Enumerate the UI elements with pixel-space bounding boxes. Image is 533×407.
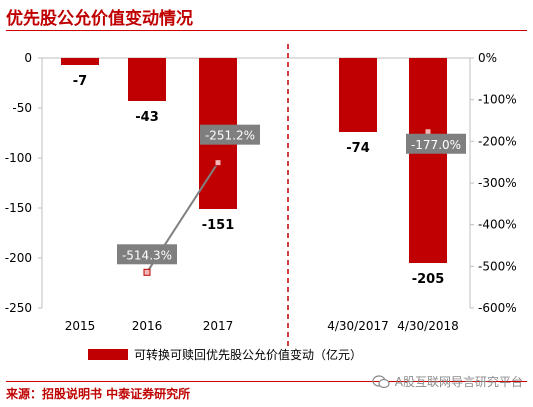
right-axis-tick-label: 0% <box>478 51 497 65</box>
percent-label: -177.0% <box>411 138 461 152</box>
percent-label-box <box>406 133 466 154</box>
bar-value-label: -151 <box>202 218 235 233</box>
right-axis-tick-label: -200% <box>478 134 517 148</box>
x-tick-label: 2015 <box>65 319 96 333</box>
x-tick-label: 2017 <box>203 319 234 333</box>
x-tick-label: 4/30/2018 <box>397 319 459 333</box>
wechat-icon <box>372 374 390 388</box>
legend-swatch <box>88 349 128 360</box>
x-tick-label: 2016 <box>132 319 163 333</box>
bar-value-label: -74 <box>346 141 370 156</box>
right-axis-tick-label: -500% <box>478 259 517 273</box>
watermark: A股互联网导言研究平台 <box>372 373 523 390</box>
percent-label: -514.3% <box>122 248 172 262</box>
legend-label: 可转换可赎回优先股公允价值变动（亿元） <box>134 347 362 362</box>
percent-label-box <box>117 244 177 265</box>
bar <box>339 58 377 132</box>
right-axis-tick-label: -100% <box>478 93 517 107</box>
source-note: 来源：招股说明书 中泰证券研究所 <box>6 387 191 401</box>
bar <box>128 58 166 101</box>
right-axis-tick-label: -300% <box>478 176 517 190</box>
left-axis-tick-label: -150 <box>5 201 32 215</box>
title-underline <box>6 30 527 31</box>
bar-value-label: -7 <box>73 74 87 89</box>
percent-marker <box>143 268 151 276</box>
chart-canvas: 0 -50 -100 -150 -200 -250 0% -100% -200% -300% -40… <box>5 44 517 362</box>
x-tick-label: 4/30/2017 <box>327 319 389 333</box>
chart-title: 优先股公允价值变动情况 <box>6 9 193 29</box>
bar-value-label: -43 <box>135 110 159 125</box>
percent-label: -251.2% <box>205 129 255 143</box>
left-axis-tick-label: -50 <box>12 101 32 115</box>
left-axis-tick-label: 0 <box>24 51 32 65</box>
left-axis-tick-label: -250 <box>5 301 32 315</box>
percent-label-box <box>200 124 260 145</box>
right-axis-tick-label: -400% <box>478 218 517 232</box>
footer-rule <box>6 381 527 382</box>
bar <box>409 58 447 263</box>
watermark-text: A股互联网导言研究平台 <box>394 375 523 389</box>
right-axis-tick-label: -600% <box>478 301 517 315</box>
left-axis-tick-label: -100 <box>5 151 32 165</box>
bar <box>61 58 99 65</box>
bar-value-label: -205 <box>412 272 445 287</box>
left-axis-tick-label: -200 <box>5 251 32 265</box>
percent-marker <box>214 159 222 167</box>
